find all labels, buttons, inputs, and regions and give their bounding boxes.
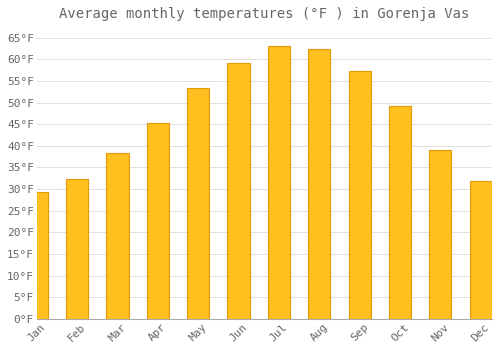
- Bar: [308, 49, 330, 319]
- Bar: [268, 46, 290, 319]
- Bar: [187, 88, 210, 319]
- Bar: [389, 106, 411, 319]
- Bar: [470, 181, 492, 319]
- Bar: [146, 123, 169, 319]
- Bar: [429, 150, 452, 319]
- Title: Average monthly temperatures (°F ) in Gorenja Vas: Average monthly temperatures (°F ) in Go…: [59, 7, 470, 21]
- Bar: [66, 179, 88, 319]
- Bar: [106, 153, 128, 319]
- Bar: [228, 63, 250, 319]
- Bar: [348, 71, 370, 319]
- Bar: [26, 192, 48, 319]
